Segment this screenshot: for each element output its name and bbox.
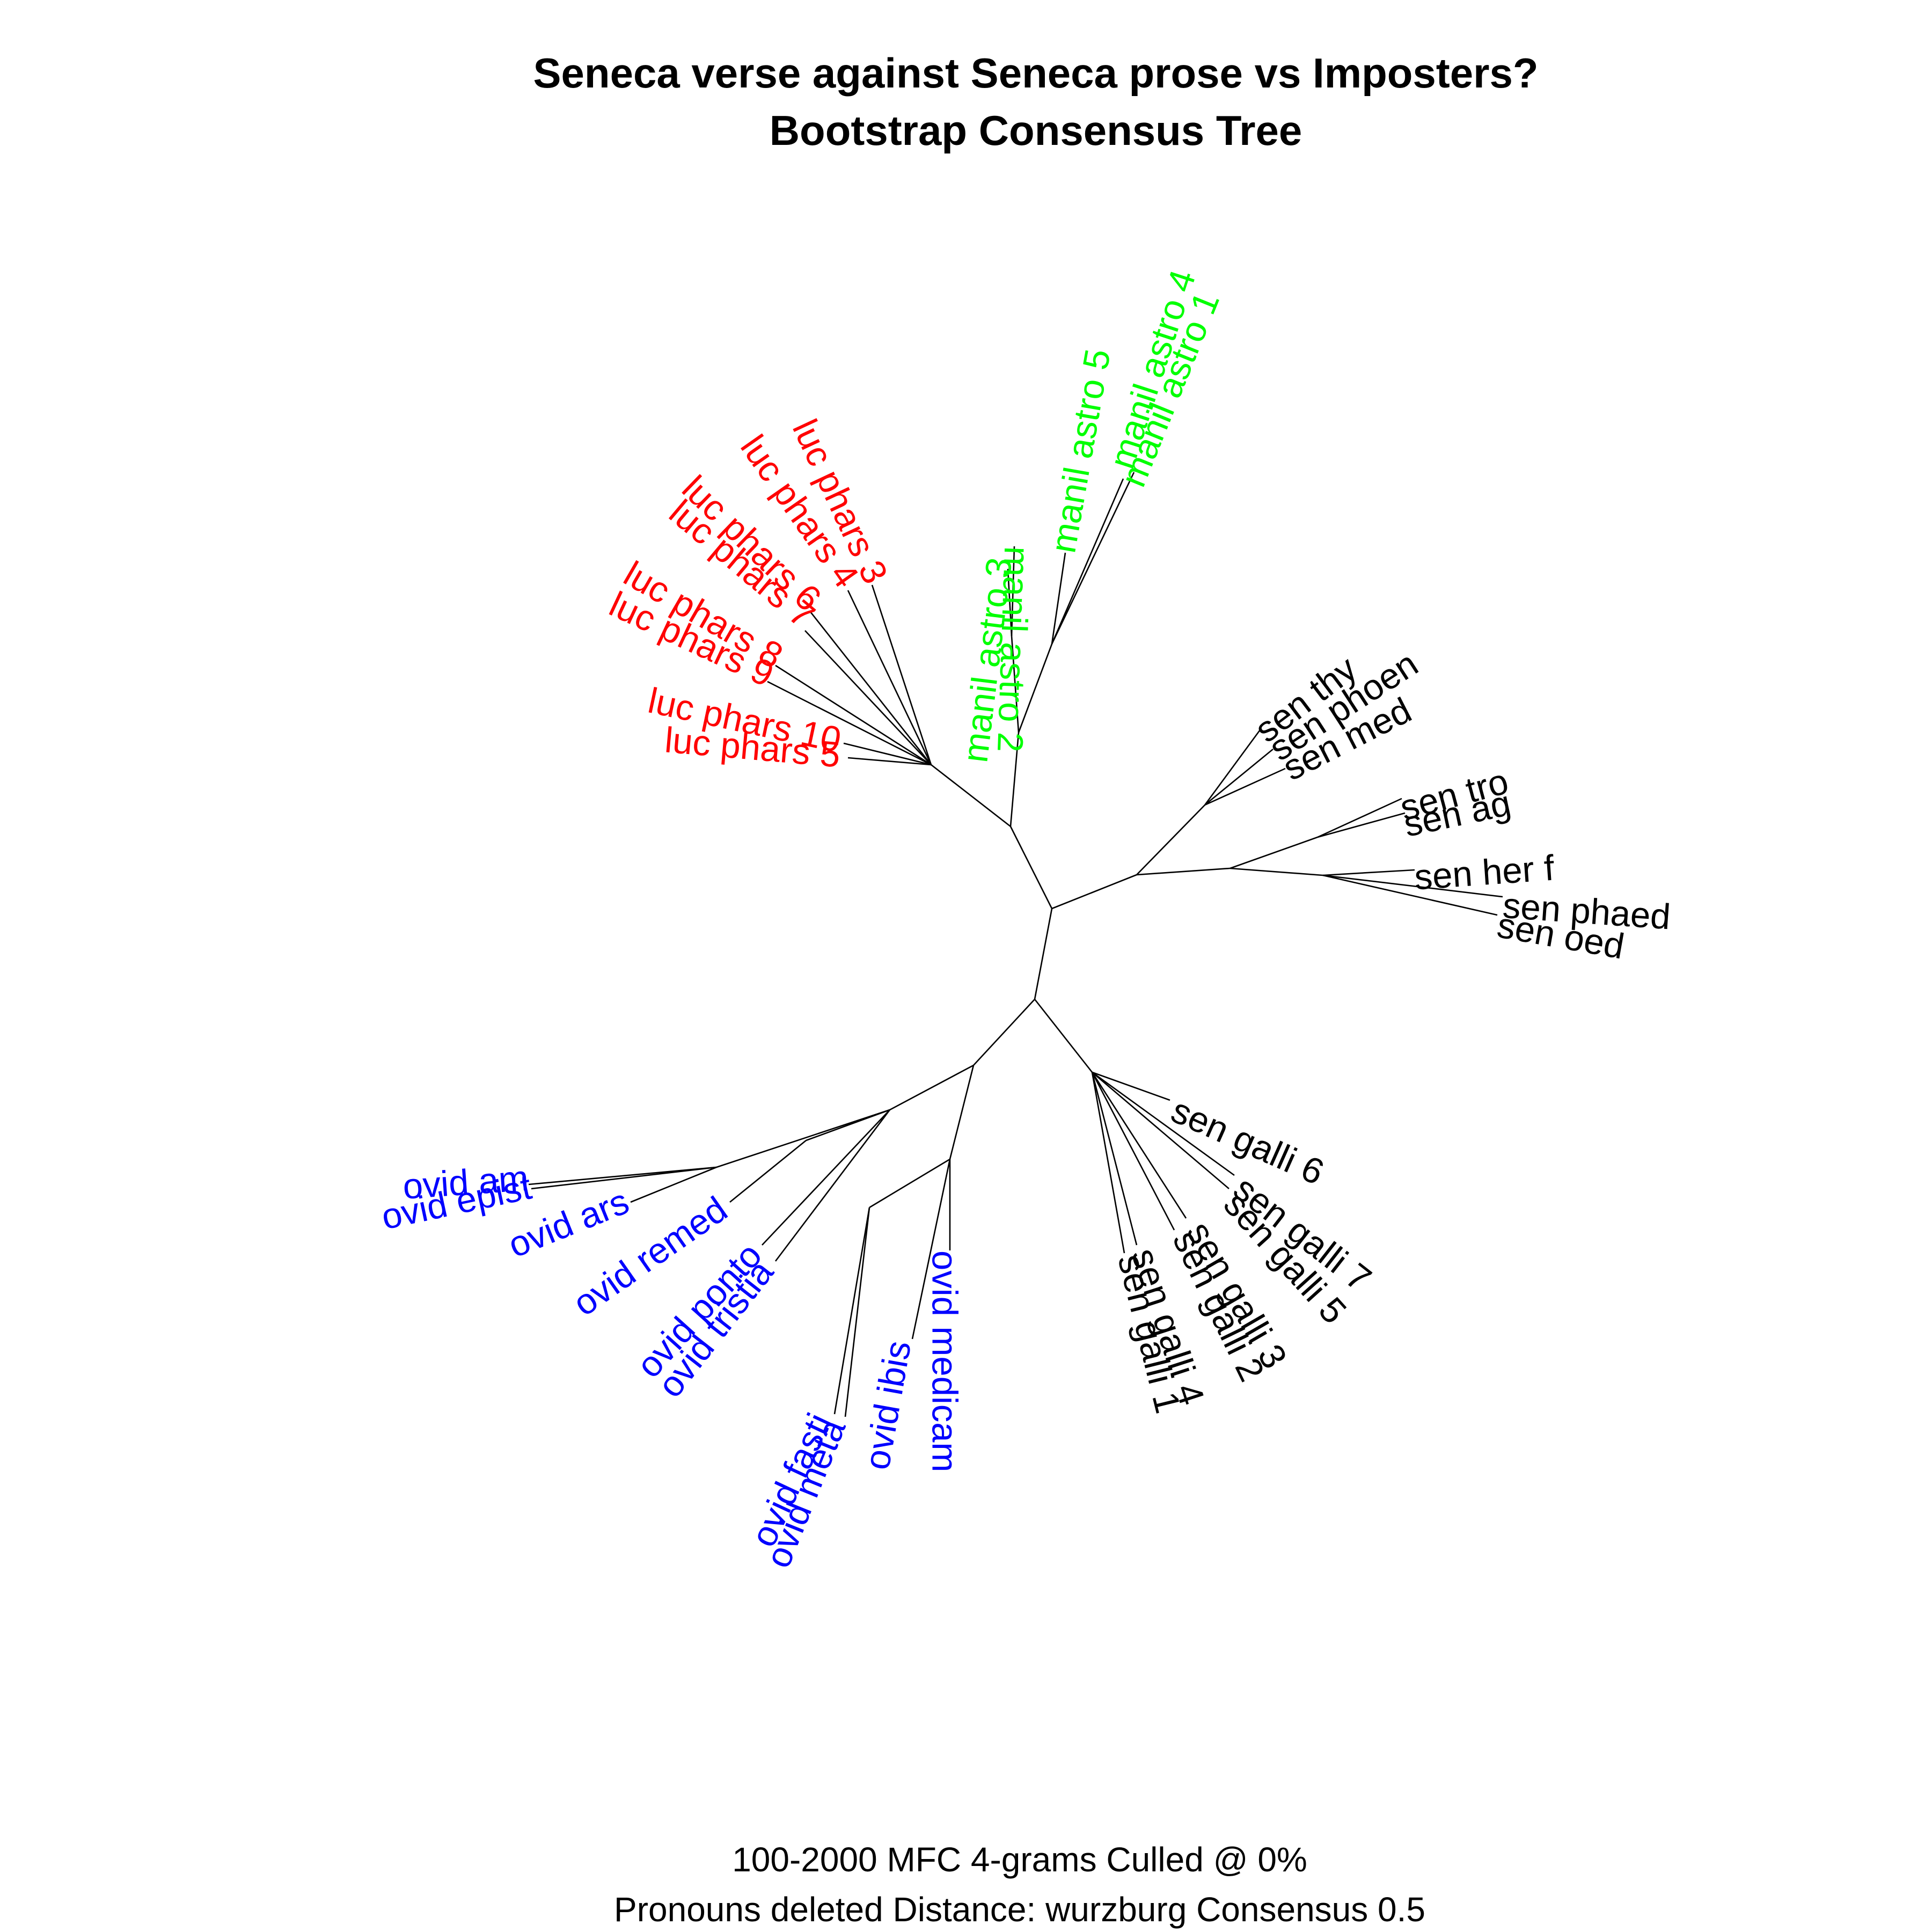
branch-to-sen-oed xyxy=(1322,874,1498,916)
branch-to-luc-phars-3 xyxy=(871,584,932,765)
figure-title: Seneca verse against Seneca prose vs Imp… xyxy=(533,49,1539,154)
branch-ovidNode-medNode xyxy=(949,1065,975,1160)
branch-to-luc-phars-6 xyxy=(809,611,932,765)
branch-to-manil-astro-3 xyxy=(1007,568,1013,636)
title-line-2: Bootstrap Consensus Tree xyxy=(770,107,1302,154)
branch-to-sen-galli-3 xyxy=(1091,1072,1187,1219)
branch-to-sen-galli-2 xyxy=(1091,1072,1175,1231)
branch-ovid1-amNode xyxy=(716,1109,890,1168)
branch-nB-lucNode xyxy=(931,764,1011,828)
branch-senNode-tragB xyxy=(1136,867,1231,876)
branch-to-sen-ag xyxy=(1317,812,1406,838)
branch-to-sen-galli-4 xyxy=(1091,1072,1138,1246)
branch-nA-galliNode xyxy=(1034,999,1093,1073)
branch-to-luc-phars-5 xyxy=(847,757,932,766)
branch-nB-manilRoot xyxy=(1009,732,1020,827)
branch-to-sen-tro xyxy=(1317,797,1402,838)
branch-to-sen-phoen xyxy=(1204,748,1274,806)
branch-root-senNode xyxy=(1051,874,1137,910)
branch-to-ovid-tristia xyxy=(774,1109,891,1262)
branch-to-ovid-am xyxy=(528,1166,717,1185)
branch-ovid1-pontoNode xyxy=(762,1109,890,1246)
branch-to-sen-galli-7 xyxy=(1092,1071,1235,1176)
branch-nA-ovidNode xyxy=(973,999,1035,1066)
tip-label-ovid-ibis: ovid ibis xyxy=(857,1338,919,1473)
tip-label-ovid-am: ovid am xyxy=(401,1158,530,1207)
title-line-1: Seneca verse against Seneca prose vs Imp… xyxy=(533,49,1539,97)
branch-to-luc-phars-4 xyxy=(847,590,932,765)
branch-ovid1-remedNode xyxy=(806,1109,890,1141)
branch-to-sen-med xyxy=(1204,767,1286,806)
branch-to-sen-thy xyxy=(1204,729,1261,806)
branch-to-luc-phars-10 xyxy=(843,742,932,766)
branch-manilRoot-manilB xyxy=(1018,643,1053,733)
branch-to-manil-astro-2 xyxy=(1011,546,1015,636)
branch-to-luc-phars-9 xyxy=(767,680,932,766)
branch-tragB-herNode xyxy=(1230,867,1323,876)
branch-to-ovid-epist xyxy=(531,1166,717,1190)
branch-to-sen-galli-6 xyxy=(1092,1071,1170,1101)
branch-to-ovid-meta xyxy=(844,1207,870,1417)
branch-to-ovid-fasti xyxy=(833,1207,870,1415)
figure-footer: 100-2000 MFC 4-grams Culled @ 0% Pronoun… xyxy=(614,1840,1425,1929)
tip-label-sen-her-f: sen her f xyxy=(1413,848,1556,898)
branch-to-sen-her-f xyxy=(1322,869,1415,876)
branch-root-nA xyxy=(1034,908,1053,1000)
footer-line-1: 100-2000 MFC 4-grams Culled @ 0% xyxy=(732,1840,1307,1879)
footer-line-2: Pronouns deleted Distance: wurzburg Cons… xyxy=(614,1890,1425,1929)
branch-medNode-metaNode xyxy=(869,1158,950,1209)
tip-label-manil-astro-2: manil astro 2 xyxy=(990,546,1037,753)
branch-root-nB xyxy=(1009,826,1053,909)
branch-manilRoot-manilA xyxy=(1011,635,1020,733)
branch-to-luc-phars-8 xyxy=(775,664,932,766)
branch-to-sen-galli-5 xyxy=(1092,1072,1230,1189)
branch-to-sen-galli-1 xyxy=(1091,1072,1125,1254)
branch-to-manil-astro-1 xyxy=(1051,472,1135,645)
tree-branches xyxy=(528,472,1503,1417)
branch-to-ovid-remed xyxy=(729,1139,807,1203)
branch-to-sen-phaed xyxy=(1322,874,1503,898)
branch-senNode-tragA xyxy=(1136,804,1205,875)
branch-to-manil-astro-4 xyxy=(1051,478,1124,645)
branch-tragB-troNode xyxy=(1230,836,1318,869)
branch-to-ovid-ibis xyxy=(911,1159,951,1340)
tip-label-ovid-medicam: ovid medicam xyxy=(924,1250,964,1472)
branch-to-ovid-ars xyxy=(630,1166,717,1203)
branch-to-luc-phars-7 xyxy=(804,630,932,765)
branch-to-manil-astro-5 xyxy=(1051,552,1066,645)
branch-ovidNode-ovid1 xyxy=(889,1064,974,1111)
